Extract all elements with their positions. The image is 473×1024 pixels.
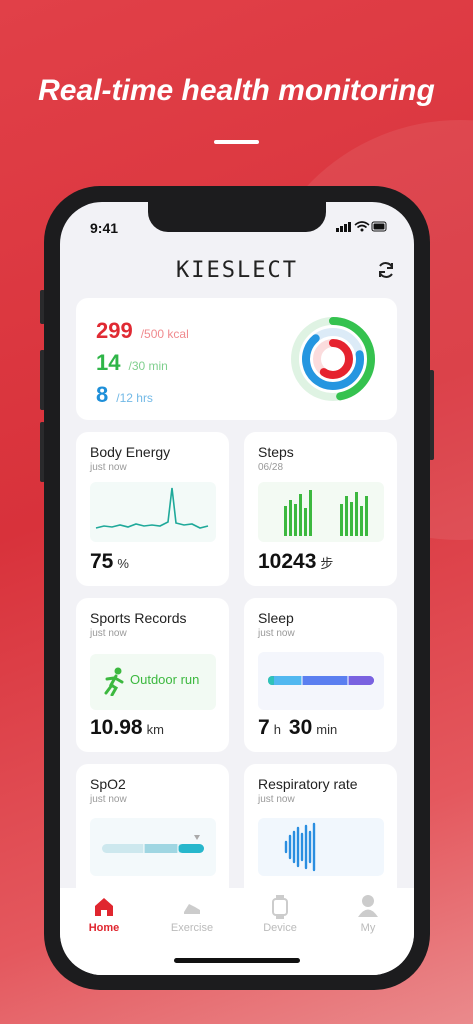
card-title: SpO2 — [90, 776, 126, 792]
card-title: Sleep — [258, 610, 294, 626]
spo2-chart — [90, 818, 216, 876]
tab-label[interactable]: Home — [88, 922, 120, 934]
stand-row: 8/12 hrs — [96, 382, 153, 408]
tab-label[interactable]: My — [360, 922, 376, 934]
status-icons — [336, 221, 387, 232]
card-title: Sports Records — [90, 610, 187, 626]
summary-card[interactable]: 299/500 kcal 14/30 min 8/12 hrs — [76, 298, 397, 420]
card-subtitle: just now — [90, 794, 127, 805]
card-value-2: 30 — [288, 716, 313, 739]
activity-name: Outdoor run — [130, 672, 200, 687]
card-value-line: 10243 步 — [258, 550, 333, 574]
steps-card[interactable]: Steps 06/28 10243 步 — [244, 432, 397, 586]
refresh-button[interactable] — [376, 260, 396, 280]
body-energy-card[interactable]: Body Energy just now 75% — [76, 432, 229, 586]
card-value: 10243 — [258, 550, 317, 573]
stand-value: 8 — [96, 382, 109, 407]
card-subtitle: just now — [258, 794, 295, 805]
tab-label[interactable]: Exercise — [170, 922, 214, 934]
card-unit: % — [117, 556, 129, 571]
card-value: 75 — [90, 550, 114, 573]
card-unit-2: min — [316, 722, 338, 737]
notch — [148, 202, 326, 232]
card-unit: km — [146, 722, 164, 737]
activity-rings — [291, 317, 375, 401]
device-icon — [272, 895, 288, 919]
card-unit: 步 — [320, 556, 334, 571]
calories-value: 299 — [96, 318, 133, 343]
calories-row: 299/500 kcal — [96, 318, 189, 344]
phone-button — [40, 350, 45, 410]
card-value-line: 7 h 30 min — [258, 716, 337, 740]
exercise-value: 14 — [96, 350, 121, 375]
sleep-chart — [258, 652, 384, 710]
card-subtitle: just now — [90, 462, 127, 473]
card-title: Respiratory rate — [258, 776, 358, 792]
exercise-target: /30 min — [128, 359, 168, 373]
card-title: Body Energy — [90, 444, 171, 460]
app-logo: KIESLECT — [176, 258, 298, 283]
card-subtitle: just now — [258, 628, 295, 639]
card-value: 10.98 — [90, 716, 143, 739]
sports-card[interactable]: Sports Records just now Outdoor run 10.9… — [76, 598, 229, 752]
card-title: Steps — [258, 444, 294, 460]
card-value: 7 — [258, 716, 270, 739]
steps-chart — [258, 482, 384, 542]
respiratory-chart — [258, 818, 384, 876]
phone-button — [40, 422, 45, 482]
status-time: 9:41 — [90, 220, 119, 236]
calories-target: /500 kcal — [140, 327, 189, 341]
divider — [214, 140, 259, 144]
home-icon — [95, 898, 113, 916]
run-icon — [104, 667, 124, 696]
sleep-card[interactable]: Sleep just now 7 h 30 min — [244, 598, 397, 752]
headline: Real-time health monitoring — [38, 74, 435, 107]
my-icon — [358, 895, 378, 917]
card-unit: h — [273, 722, 281, 737]
phone-screen: 9:41 KIESLECT 299/500 kcal 14/30 min 8/1… — [60, 202, 414, 975]
exercise-row: 14/30 min — [96, 350, 168, 376]
home-indicator — [174, 958, 300, 963]
exercise-icon — [184, 904, 200, 914]
tab-label[interactable]: Device — [263, 922, 297, 934]
card-value-line: 10.98 km — [90, 716, 164, 740]
phone-button — [40, 290, 45, 324]
card-value-line: 75% — [90, 550, 129, 574]
phone-button — [429, 370, 434, 460]
card-subtitle: just now — [90, 628, 127, 639]
activity-panel: Outdoor run — [90, 654, 216, 710]
energy-chart — [90, 482, 216, 542]
card-subtitle: 06/28 — [258, 462, 284, 473]
stand-target: /12 hrs — [116, 391, 153, 405]
